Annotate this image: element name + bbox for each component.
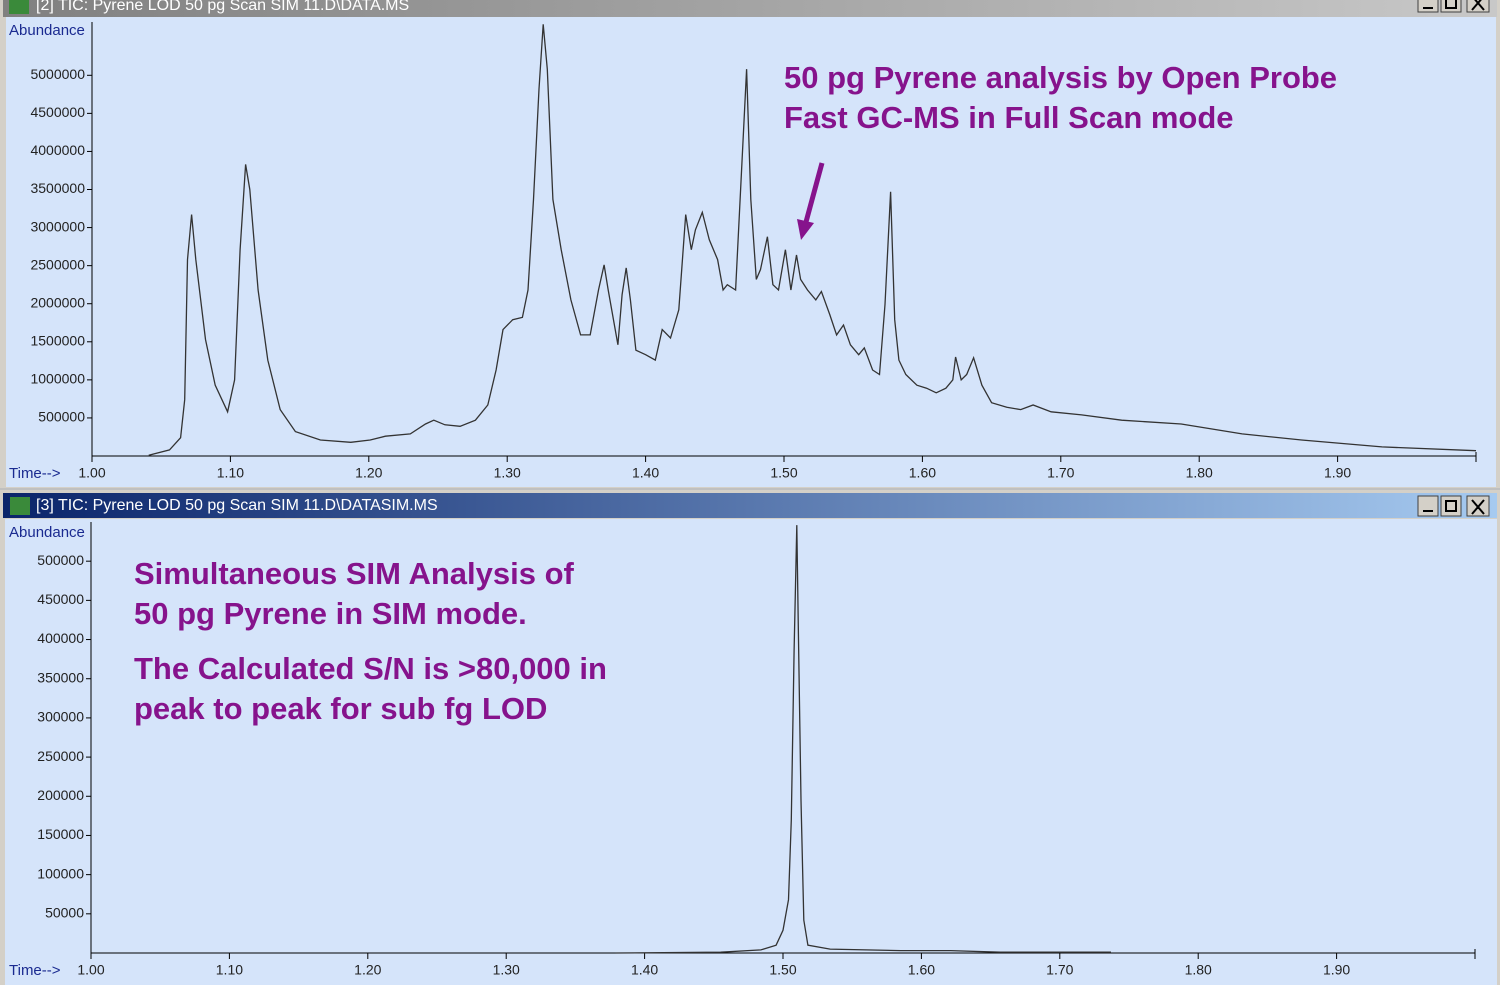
x-tick-label: 1.50 xyxy=(770,465,797,481)
window-buttons[interactable] xyxy=(1417,0,1490,517)
x-tick-label: 1.90 xyxy=(1324,465,1351,481)
window-icon xyxy=(9,0,30,515)
x-tick-label: 1.60 xyxy=(909,465,936,481)
y-tick-label: 300000 xyxy=(37,709,84,725)
x-tick-label: 1.60 xyxy=(908,962,935,978)
x-tick-label: 1.10 xyxy=(216,962,243,978)
annotation: The Calculated S/N is >80,000 in xyxy=(134,651,607,686)
y-tick-label: 3000000 xyxy=(30,218,85,234)
y-tick-label: 150000 xyxy=(37,826,84,842)
plot-background xyxy=(5,519,1497,985)
window-title: [3] TIC: Pyrene LOD 50 pg Scan SIM 11.D\… xyxy=(36,497,438,514)
y-tick-label: 2000000 xyxy=(30,294,85,310)
x-tick-label: 1.00 xyxy=(78,465,105,481)
y-tick-label: 3500000 xyxy=(30,180,85,196)
y-axis-label: Abundance xyxy=(9,524,85,541)
x-axis-label: Time--> xyxy=(9,465,61,482)
y-tick-label: 5000000 xyxy=(30,66,85,82)
x-tick-label: 1.40 xyxy=(631,962,658,978)
x-tick-label: 1.10 xyxy=(217,465,244,481)
annotation: Simultaneous SIM Analysis of xyxy=(134,556,575,591)
title-bar xyxy=(3,0,1497,17)
y-tick-label: 4500000 xyxy=(30,104,85,120)
x-tick-label: 1.30 xyxy=(493,962,520,978)
x-tick-label: 1.80 xyxy=(1185,962,1212,978)
y-tick-label: 100000 xyxy=(37,865,84,881)
y-tick-label: 2500000 xyxy=(30,256,85,272)
y-tick-label: 500000 xyxy=(38,409,85,425)
annotation: Fast GC-MS in Full Scan mode xyxy=(784,100,1234,135)
annotation: peak to peak for sub fg LOD xyxy=(134,691,547,726)
x-tick-label: 1.90 xyxy=(1323,962,1350,978)
x-tick-label: 1.30 xyxy=(494,465,521,481)
x-tick-label: 1.20 xyxy=(355,465,382,481)
x-tick-label: 1.70 xyxy=(1047,465,1074,481)
window-title: [2] TIC: Pyrene LOD 50 pg Scan SIM 11.D\… xyxy=(36,0,409,14)
y-tick-label: 400000 xyxy=(37,630,84,646)
y-tick-label: 1000000 xyxy=(30,371,85,387)
annotation: 50 pg Pyrene analysis by Open Probe xyxy=(784,60,1337,95)
y-tick-label: 1500000 xyxy=(30,332,85,348)
x-axis-label: Time--> xyxy=(9,962,61,979)
y-tick-label: 250000 xyxy=(37,748,84,764)
y-tick-label: 50000 xyxy=(45,905,84,921)
annotation: 50 pg Pyrene in SIM mode. xyxy=(134,596,527,631)
x-tick-label: 1.00 xyxy=(77,962,104,978)
y-tick-label: 200000 xyxy=(37,787,84,803)
trace xyxy=(148,24,1477,456)
y-tick-label: 4000000 xyxy=(30,142,85,158)
y-axis-label: Abundance xyxy=(9,22,85,39)
y-tick-label: 350000 xyxy=(37,669,84,685)
x-tick-label: 1.70 xyxy=(1046,962,1073,978)
arrow xyxy=(797,162,825,240)
x-tick-label: 1.20 xyxy=(354,962,381,978)
title-bar xyxy=(3,493,1497,518)
x-tick-label: 1.50 xyxy=(769,962,796,978)
x-tick-label: 1.40 xyxy=(632,465,659,481)
y-tick-label: 450000 xyxy=(37,591,84,607)
y-tick-label: 500000 xyxy=(37,552,84,568)
x-tick-label: 1.80 xyxy=(1186,465,1213,481)
trace xyxy=(615,525,1111,954)
